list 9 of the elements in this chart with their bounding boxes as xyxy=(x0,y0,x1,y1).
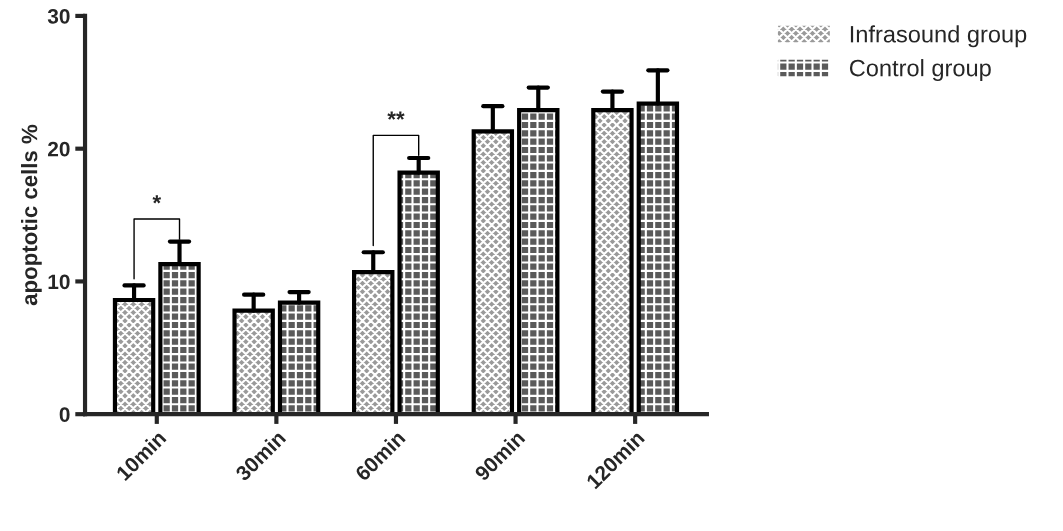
y-tick-label: 0 xyxy=(59,407,70,422)
legend-label: Control group xyxy=(849,59,991,82)
legend-label: Infrasound group xyxy=(850,25,1027,48)
y-tick-label: 30 xyxy=(47,8,70,24)
y-tick-label: 20 xyxy=(48,141,70,157)
y-tick-label: 10 xyxy=(48,274,70,290)
annotation: * xyxy=(152,195,162,204)
annotation: ** xyxy=(387,111,405,120)
y-axis-title: apoptotic cells % xyxy=(21,124,42,306)
